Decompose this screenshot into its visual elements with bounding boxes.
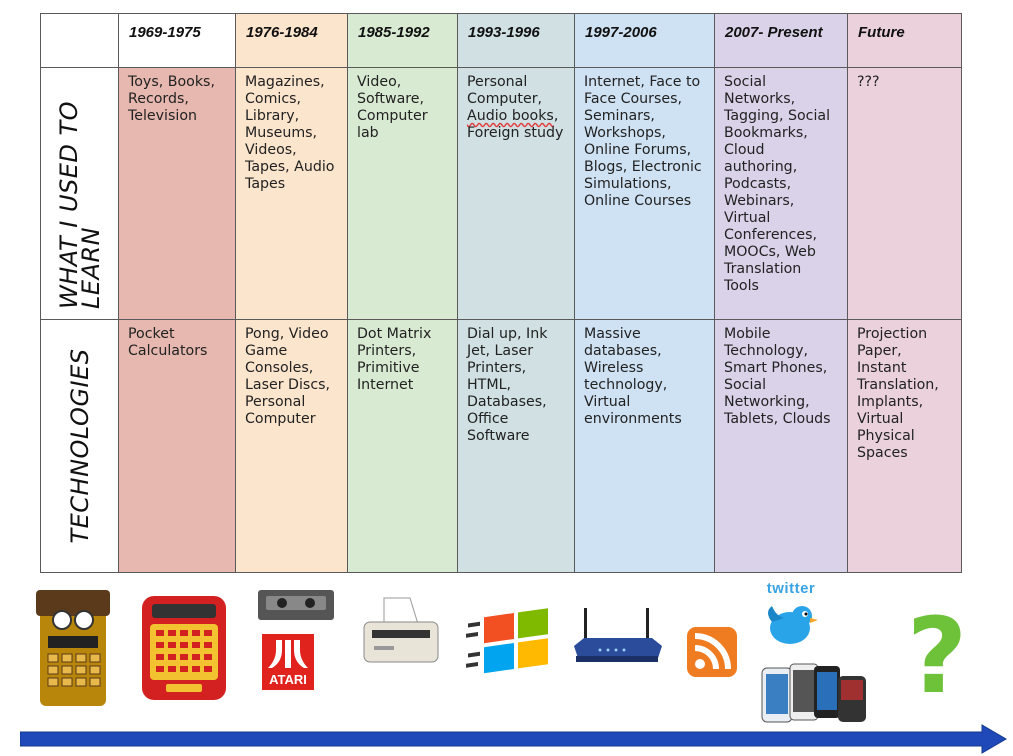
spellcheck-word: Audio books — [467, 108, 554, 124]
period-header: 1997-2006 — [574, 13, 715, 68]
dot-matrix-printer-icon — [363, 597, 439, 663]
timeline-arrow — [20, 724, 1007, 754]
column-future: Future ??? Projection Paper, Instant Tra… — [847, 13, 962, 573]
question-mark-icon: ? — [906, 595, 968, 717]
column-1997-2006: 1997-2006 Internet, Face to Face Courses… — [574, 13, 715, 573]
tech-cell: Pong, Video Game Consoles, Laser Discs, … — [235, 319, 348, 573]
column-1985-1992: 1985-1992 Video, Software, Computer lab … — [347, 13, 458, 573]
period-header: 1976-1984 — [235, 13, 348, 68]
atari-logo-icon: ATARI — [262, 634, 314, 690]
row-label-learn: What I used to learn — [54, 100, 105, 309]
period-header: 2007- Present — [714, 13, 848, 68]
tech-cell: Massive databases, Wireless technology, … — [574, 319, 715, 573]
row-label-cell-learn: What I used to learn — [40, 67, 119, 320]
tech-cell: Mobile Technology, Smart Phones, Social … — [714, 319, 848, 573]
period-header: 1985-1992 — [347, 13, 458, 68]
calculator-toy-icon — [36, 590, 110, 706]
learn-cell: Internet, Face to Face Courses, Seminars… — [574, 67, 715, 320]
column-1976-1984: 1976-1984 Magazines, Comics, Library, Mu… — [235, 13, 348, 573]
learn-cell: ??? — [847, 67, 962, 320]
row-label-tech: Technologies — [65, 348, 94, 544]
twitter-label: twitter — [766, 580, 816, 597]
smartphones-icon — [761, 663, 866, 723]
windows-logo-icon — [466, 608, 548, 674]
tech-cell: Dot Matrix Printers, Primitive Internet — [347, 319, 458, 573]
tech-cell: Projection Paper, Instant Translation, I… — [847, 319, 962, 573]
tech-cell: Dial up, Ink Jet, Laser Printers, HTML, … — [457, 319, 575, 573]
wireless-router-icon — [574, 608, 662, 662]
learn-cell: Video, Software, Computer lab — [347, 67, 458, 320]
atari-fuji-icon — [268, 640, 308, 668]
period-header: 1969-1975 — [118, 13, 236, 68]
learn-cell: Personal Computer, Audio books, Foreign … — [457, 67, 575, 320]
learn-cell: Toys, Books, Records, Television — [118, 67, 236, 320]
timeline-arrow-shape — [20, 724, 1007, 754]
corner-cell — [40, 13, 119, 68]
row-label-cell-tech: Technologies — [40, 319, 119, 573]
cassette-tape-icon — [258, 590, 334, 620]
timeline-table: What I used to learn Technologies 1969-1… — [40, 13, 962, 573]
column-1993-1996: 1993-1996 Personal Computer, Audio books… — [457, 13, 575, 573]
twitter-bird-icon — [768, 606, 818, 644]
period-header: 1993-1996 — [457, 13, 575, 68]
period-header: Future — [847, 13, 962, 68]
speak-and-spell-icon — [142, 596, 226, 700]
rss-feed-icon — [687, 627, 737, 677]
tech-cell: Pocket Calculators — [118, 319, 236, 573]
atari-label: ATARI — [269, 672, 307, 687]
learn-cell: Social Networks, Tagging, Social Bookmar… — [714, 67, 848, 320]
column-1969-1975: 1969-1975 Toys, Books, Records, Televisi… — [118, 13, 236, 573]
learn-cell: Magazines, Comics, Library, Museums, Vid… — [235, 67, 348, 320]
column-2007-present: 2007- Present Social Networks, Tagging, … — [714, 13, 848, 573]
